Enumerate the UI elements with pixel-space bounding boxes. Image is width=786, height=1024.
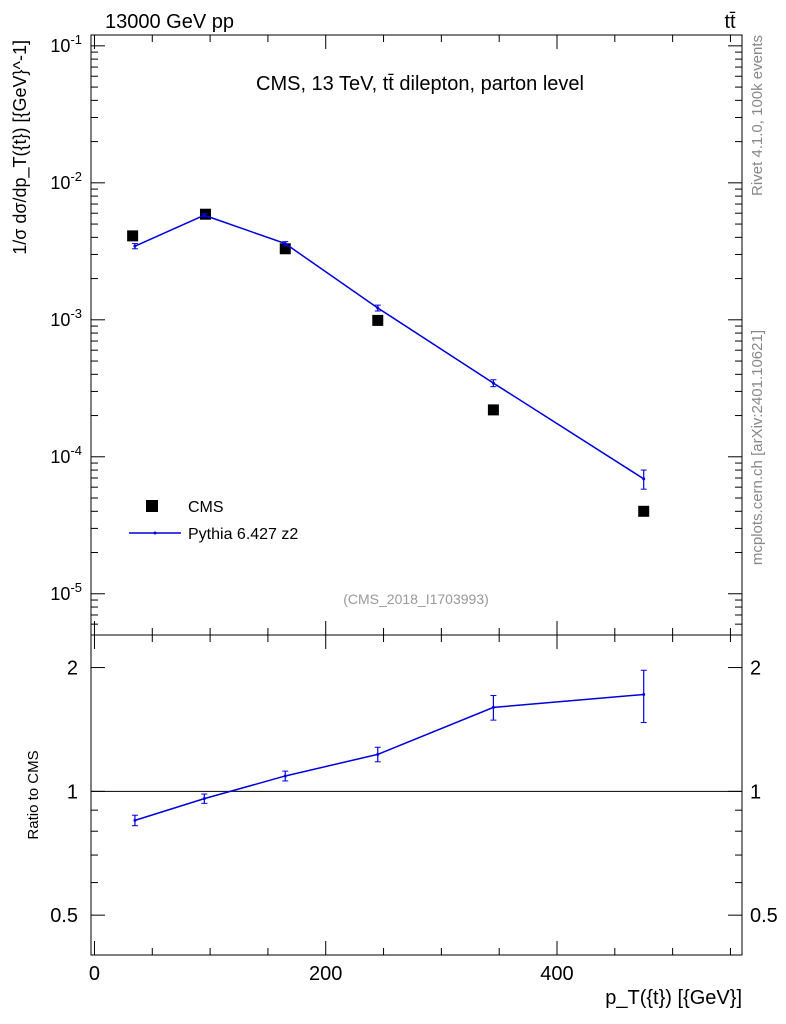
main-data-layer — [127, 208, 650, 517]
pythia-point — [376, 306, 380, 310]
x-tick-label: 0 — [89, 963, 100, 985]
x-ticks: 0 200 400 — [89, 35, 731, 985]
mcplots-label: mcplots.cern.ch [arXiv:2401.10621] — [749, 330, 766, 565]
pythia-point — [133, 244, 137, 248]
legend-marker-cms — [146, 500, 158, 512]
main-y-tick-label: 10-1 — [50, 32, 82, 56]
ratio-point — [491, 705, 495, 709]
main-y-tick-label: 10-4 — [50, 443, 82, 467]
ratio-y-tick-label: 0.5 — [50, 905, 78, 927]
pythia-point — [491, 381, 495, 385]
rivet-label: Rivet 4.1.0, 100k events — [749, 35, 766, 196]
ratio-y-tick-label-right: 1 — [750, 781, 761, 803]
ratio-line — [134, 693, 644, 822]
ratio-y-tick-label-right: 0.5 — [750, 905, 778, 927]
main-y-tick-label: 10-3 — [50, 306, 82, 330]
ratio-y-tick-label: 1 — [67, 781, 78, 803]
energy-label: 13000 GeV pp — [105, 11, 234, 33]
main-y-tick-label: 10-2 — [50, 169, 82, 193]
cms-data-point — [487, 404, 499, 416]
ratio-y-tick-label-right: 2 — [750, 658, 761, 680]
x-tick-label: 200 — [309, 963, 342, 985]
legend-label-pythia: Pythia 6.427 z2 — [188, 526, 298, 543]
cms-data-point — [199, 208, 211, 220]
cms-data-point — [127, 230, 139, 242]
x-tick-label: 400 — [540, 963, 573, 985]
cms-data-point — [372, 314, 384, 326]
ratio-y-tick-label: 2 — [67, 658, 78, 680]
legend: CMS Pythia 6.427 z2 — [129, 499, 298, 543]
ratio-data-layer — [131, 669, 647, 827]
ratio-point — [283, 774, 287, 778]
legend-label-cms: CMS — [188, 499, 224, 516]
ratio-y-axis-label: Ratio to CMS — [25, 750, 42, 839]
ratio-plot-frame — [90, 634, 743, 956]
ratio-point — [202, 797, 206, 801]
main-y-ticks: 10-5 10-4 10-3 10-2 10-1 — [50, 32, 742, 625]
legend-marker-pythia-dot — [153, 531, 157, 535]
main-plot-frame — [90, 34, 743, 636]
main-title: CMS, 13 TeV, tt̄ dilepton, parton level — [256, 73, 584, 95]
main-y-tick-label: 10-5 — [50, 580, 82, 604]
pythia-point — [283, 242, 287, 246]
ratio-point — [642, 692, 646, 696]
ratio-y-ticks: 0.5 0.5 1 1 2 2 — [50, 658, 778, 956]
analysis-id: (CMS_2018_I1703993) — [343, 591, 489, 607]
main-y-axis-label: 1/σ dσ/dp_T({t}) [{GeV}^-1] — [10, 40, 31, 255]
pythia-point — [642, 477, 646, 481]
pythia-line — [134, 214, 645, 480]
process-label: tt̄ — [724, 11, 736, 33]
pythia-point — [202, 213, 206, 217]
ratio-point — [376, 752, 380, 756]
x-axis-label: p_T({t}) [{GeV}] — [605, 987, 742, 1009]
ratio-point — [133, 818, 137, 822]
cms-data-point — [638, 505, 650, 517]
cms-data-point — [279, 243, 291, 255]
